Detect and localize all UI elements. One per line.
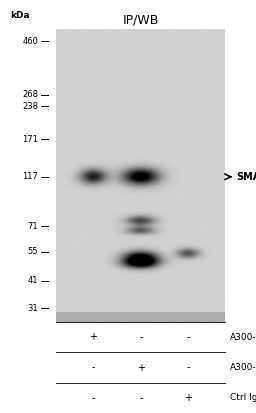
Text: -: - [139,332,143,342]
Text: SMARCA3: SMARCA3 [236,172,256,182]
Text: 171: 171 [23,135,38,144]
Text: 117: 117 [23,172,38,181]
Text: +: + [137,363,145,373]
Text: 71: 71 [28,222,38,231]
Text: -: - [139,393,143,403]
Text: kDa: kDa [10,11,29,20]
Text: Ctrl IgG: Ctrl IgG [230,393,256,402]
Text: 31: 31 [28,304,38,313]
Text: 55: 55 [28,247,38,256]
Text: -: - [92,393,95,403]
Text: A300-230A: A300-230A [230,363,256,372]
Text: 268: 268 [22,90,38,99]
Text: 238: 238 [22,102,38,111]
Text: +: + [90,332,98,342]
Text: A300-229A: A300-229A [230,333,256,342]
Text: -: - [92,363,95,373]
Text: +: + [184,393,192,403]
Text: -: - [186,363,190,373]
Text: 460: 460 [23,37,38,45]
Text: 41: 41 [28,276,38,285]
Text: IP/WB: IP/WB [123,14,159,26]
Text: -: - [186,332,190,342]
